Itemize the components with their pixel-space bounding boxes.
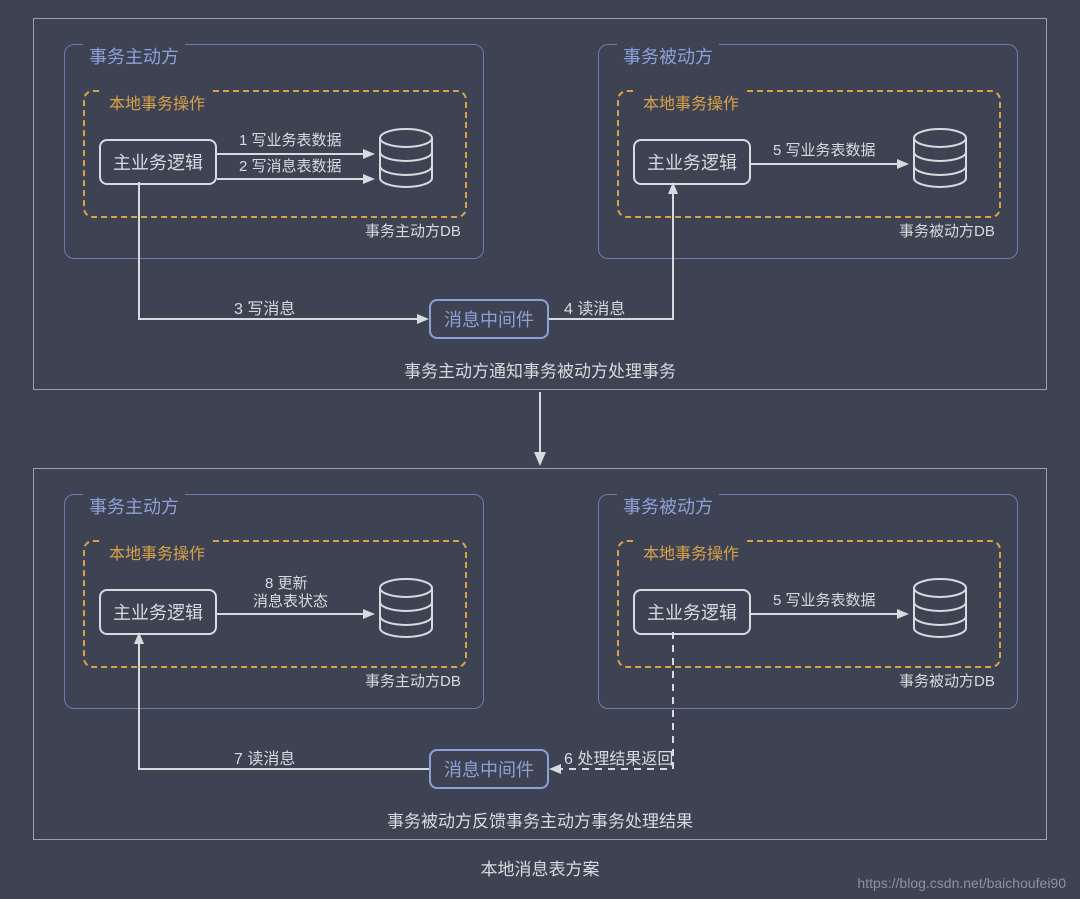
active-db-label-bot: 事务主动方DB	[365, 670, 461, 691]
passive-inner-bot: 本地事务操作 主业务逻辑 5 写业务表数据	[617, 540, 1001, 668]
label-5b: 5 写业务表数据	[773, 589, 876, 610]
active-inner-top: 本地事务操作 主业务逻辑 1 写业务表数据 2 写消息表数据	[83, 90, 467, 218]
passive-db-label-bot: 事务被动方DB	[899, 670, 995, 691]
mq-top: 消息中间件	[429, 299, 549, 339]
label-1: 1 写业务表数据	[239, 129, 342, 150]
active-node-bot: 主业务逻辑	[99, 589, 217, 635]
passive-inner-title-bot: 本地事务操作	[637, 540, 745, 564]
passive-node-bot: 主业务逻辑	[633, 589, 751, 635]
active-inner-title-top: 本地事务操作	[103, 90, 211, 114]
passive-inner-top: 本地事务操作 主业务逻辑 5 写业务表数据	[617, 90, 1001, 218]
db-icon	[909, 128, 971, 196]
label-6: 6 处理结果返回	[564, 745, 673, 769]
active-inner-bot: 本地事务操作 主业务逻辑 8 更新 消息表状态	[83, 540, 467, 668]
passive-title-bot: 事务被动方	[617, 493, 719, 519]
label-3: 3 写消息	[234, 295, 295, 319]
passive-group-bot: 事务被动方 本地事务操作 主业务逻辑 5 写业务表数据 事务被动方DB	[598, 494, 1018, 709]
active-node-top: 主业务逻辑	[99, 139, 217, 185]
active-title-top: 事务主动方	[83, 43, 185, 69]
top-panel: 事务主动方 本地事务操作 主业务逻辑 1 写业务表数据 2 写消息表数据 事务主…	[33, 18, 1047, 390]
label-4: 4 读消息	[564, 295, 625, 319]
active-group-bot: 事务主动方 本地事务操作 主业务逻辑 8 更新 消息表状态 事务主动方DB	[64, 494, 484, 709]
bottom-caption: 事务被动方反馈事务主动方事务处理结果	[34, 807, 1046, 832]
passive-inner-title-top: 本地事务操作	[637, 90, 745, 114]
active-db-label-top: 事务主动方DB	[365, 220, 461, 241]
label-8b: 消息表状态	[253, 590, 328, 611]
label-5: 5 写业务表数据	[773, 139, 876, 160]
watermark: https://blog.csdn.net/baichoufei90	[857, 875, 1066, 891]
passive-group-top: 事务被动方 本地事务操作 主业务逻辑 5 写业务表数据 事务被动方DB	[598, 44, 1018, 259]
db-icon	[909, 578, 971, 646]
active-group-top: 事务主动方 本地事务操作 主业务逻辑 1 写业务表数据 2 写消息表数据 事务主…	[64, 44, 484, 259]
passive-db-label-top: 事务被动方DB	[899, 220, 995, 241]
mq-bot: 消息中间件	[429, 749, 549, 789]
label-7: 7 读消息	[234, 745, 295, 769]
db-icon	[375, 578, 437, 646]
passive-node-top: 主业务逻辑	[633, 139, 751, 185]
active-title-bot: 事务主动方	[83, 493, 185, 519]
db-icon	[375, 128, 437, 196]
active-inner-title-bot: 本地事务操作	[103, 540, 211, 564]
passive-title-top: 事务被动方	[617, 43, 719, 69]
top-caption: 事务主动方通知事务被动方处理事务	[34, 357, 1046, 382]
bottom-panel: 事务主动方 本地事务操作 主业务逻辑 8 更新 消息表状态 事务主动方DB 事务…	[33, 468, 1047, 840]
panel-connector	[532, 392, 548, 468]
label-2: 2 写消息表数据	[239, 155, 342, 176]
